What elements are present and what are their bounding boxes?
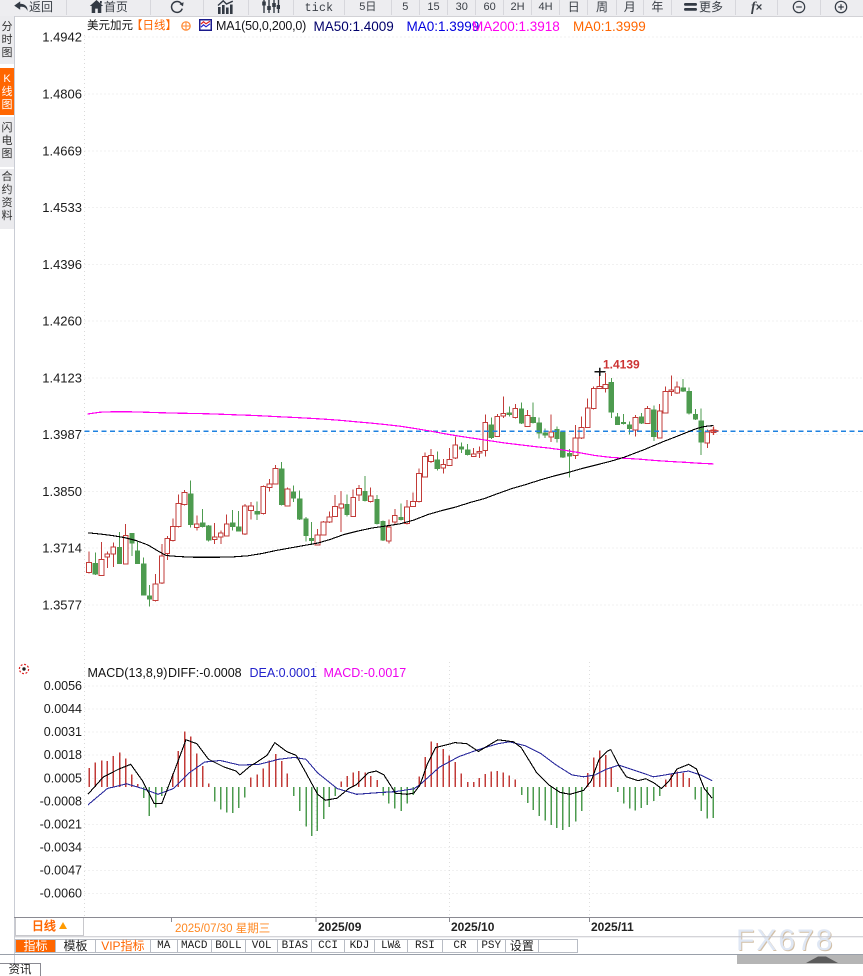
svg-text:0.0044: 0.0044 — [44, 702, 82, 716]
svg-text:1.4260: 1.4260 — [42, 314, 82, 329]
svg-text:-0.0008: -0.0008 — [40, 794, 82, 808]
svg-text:1.4806: 1.4806 — [42, 87, 82, 102]
svg-text:1.4123: 1.4123 — [42, 370, 82, 385]
svg-text:-0.0034: -0.0034 — [40, 841, 82, 855]
svg-text:FX678: FX678 — [736, 924, 834, 957]
svg-text:0.0031: 0.0031 — [44, 725, 82, 739]
svg-text:1.4396: 1.4396 — [42, 257, 82, 272]
svg-text:MACD(13,8,9): MACD(13,8,9) — [88, 666, 168, 680]
svg-text:1.3987: 1.3987 — [42, 427, 82, 442]
svg-text:DEA:0.0001: DEA:0.0001 — [250, 666, 317, 680]
svg-text:1.4139: 1.4139 — [603, 358, 640, 372]
svg-text:1.4533: 1.4533 — [42, 200, 82, 215]
svg-text:-0.0060: -0.0060 — [40, 887, 82, 901]
svg-text:-0.0021: -0.0021 — [40, 817, 82, 831]
svg-text:1.4669: 1.4669 — [42, 143, 82, 158]
svg-text:0.0018: 0.0018 — [44, 748, 82, 762]
svg-text:0.0056: 0.0056 — [44, 679, 82, 693]
svg-text:1.3577: 1.3577 — [42, 598, 82, 613]
svg-text:-0.0047: -0.0047 — [40, 864, 82, 878]
svg-text:DIFF:-0.0008: DIFF:-0.0008 — [168, 666, 242, 680]
svg-text:1.3850: 1.3850 — [42, 484, 82, 499]
svg-text:MACD:-0.0017: MACD:-0.0017 — [324, 666, 407, 680]
svg-text:1.3714: 1.3714 — [42, 541, 82, 556]
svg-text:0.0005: 0.0005 — [44, 771, 82, 785]
svg-text:1.4942: 1.4942 — [42, 30, 82, 45]
